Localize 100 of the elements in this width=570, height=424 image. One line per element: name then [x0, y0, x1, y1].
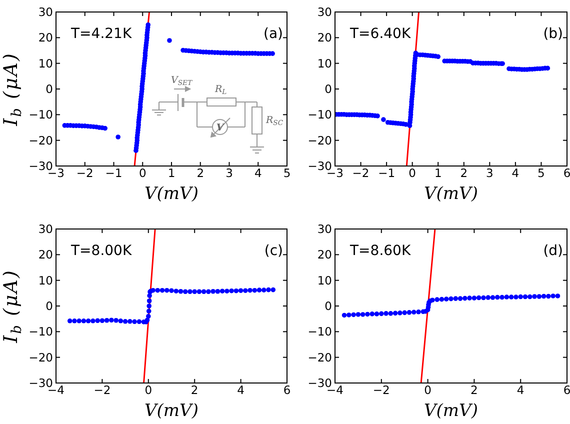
- point: [234, 288, 239, 294]
- point: [150, 288, 156, 293]
- y-tick-label: −30: [308, 376, 332, 390]
- point: [100, 318, 105, 324]
- y-tick-label: 30: [317, 222, 332, 236]
- point: [256, 288, 262, 292]
- point: [467, 296, 472, 300]
- point: [448, 296, 454, 302]
- point: [224, 288, 230, 294]
- point: [411, 310, 416, 315]
- point: [398, 310, 402, 316]
- point: [104, 318, 110, 323]
- point: [508, 294, 514, 300]
- y-tick-label: −20: [308, 133, 332, 148]
- text: (a): [263, 26, 283, 42]
- point: [160, 288, 165, 293]
- point: [201, 289, 206, 294]
- point: [490, 295, 496, 300]
- point: [248, 288, 252, 293]
- y-tick-label: −10: [308, 108, 332, 122]
- y-tick-label: 30: [317, 5, 332, 20]
- annotation: V$_{SET}$: [171, 75, 193, 87]
- text: (c): [264, 243, 283, 259]
- point: [392, 310, 398, 316]
- y-tick-label: 20: [38, 30, 53, 45]
- x-tick-label: 0: [424, 383, 432, 398]
- point: [495, 294, 500, 300]
- annotation: T=6.40K: [349, 26, 412, 42]
- point: [72, 318, 77, 324]
- point: [462, 296, 468, 301]
- x-axis-title: V(mV): [424, 401, 478, 421]
- x-axis-title: V(mV): [144, 184, 198, 204]
- x-tick-label: 3: [486, 166, 494, 180]
- point: [229, 288, 234, 294]
- point: [182, 289, 188, 294]
- y-tick-label: 0: [46, 299, 53, 314]
- point: [536, 294, 542, 299]
- point: [406, 310, 412, 315]
- y-tick-label: −10: [28, 324, 53, 339]
- x-tick-label: −1: [378, 166, 396, 180]
- x-tick-label: −1: [105, 166, 122, 180]
- point: [118, 318, 124, 324]
- x-tick-label: −2: [352, 166, 370, 180]
- y-tick-label: −10: [308, 324, 332, 339]
- y-tick-label: 0: [46, 82, 53, 96]
- point: [514, 294, 518, 300]
- point: [196, 289, 202, 294]
- point: [346, 312, 352, 318]
- y-tick-label: −30: [28, 159, 53, 174]
- point: [266, 287, 271, 292]
- y-tick-label: −30: [28, 376, 53, 390]
- point: [76, 318, 82, 324]
- point: [374, 312, 380, 316]
- point: [262, 288, 266, 292]
- point: [210, 288, 216, 294]
- y-tick-label: −20: [28, 350, 53, 364]
- y-tick-label: 10: [317, 56, 332, 70]
- y-tick-label: 30: [38, 222, 53, 236]
- x-tick-label: 6: [563, 166, 570, 180]
- x-tick-label: 3: [226, 166, 233, 180]
- x-tick-label: 4: [512, 166, 520, 180]
- point: [384, 311, 388, 316]
- point: [388, 311, 394, 316]
- x-tick-label: 5: [538, 166, 545, 180]
- point: [439, 296, 444, 302]
- point: [481, 295, 486, 300]
- point: [243, 288, 248, 293]
- point: [356, 312, 361, 317]
- point: [342, 312, 347, 318]
- point: [434, 297, 440, 302]
- x-tick-label: −2: [372, 383, 390, 398]
- point: [81, 318, 86, 324]
- text: (b): [543, 26, 563, 42]
- point: [486, 295, 491, 300]
- point: [178, 288, 184, 294]
- point: [252, 288, 258, 293]
- x-tick-label: 2: [460, 166, 468, 180]
- point: [114, 318, 118, 323]
- x-tick-label: 0: [138, 166, 146, 180]
- point: [458, 296, 463, 301]
- y-tick-label: −30: [308, 159, 332, 174]
- point: [416, 310, 421, 314]
- point: [370, 312, 375, 316]
- annotation: T=4.21K: [70, 26, 132, 42]
- point: [215, 288, 220, 294]
- point: [206, 289, 211, 294]
- x-tick-label: 4: [516, 383, 524, 398]
- point: [146, 304, 152, 308]
- annotation: T=8.60K: [349, 243, 412, 259]
- point: [164, 288, 170, 293]
- point: [444, 296, 449, 302]
- x-tick-label: 1: [168, 166, 176, 180]
- y-tick-label: 20: [38, 248, 53, 262]
- point: [476, 295, 482, 300]
- point: [518, 294, 523, 300]
- point: [169, 288, 174, 293]
- x-tick-label: 5: [283, 166, 291, 180]
- point: [402, 310, 407, 316]
- point: [67, 318, 72, 324]
- point: [522, 294, 528, 300]
